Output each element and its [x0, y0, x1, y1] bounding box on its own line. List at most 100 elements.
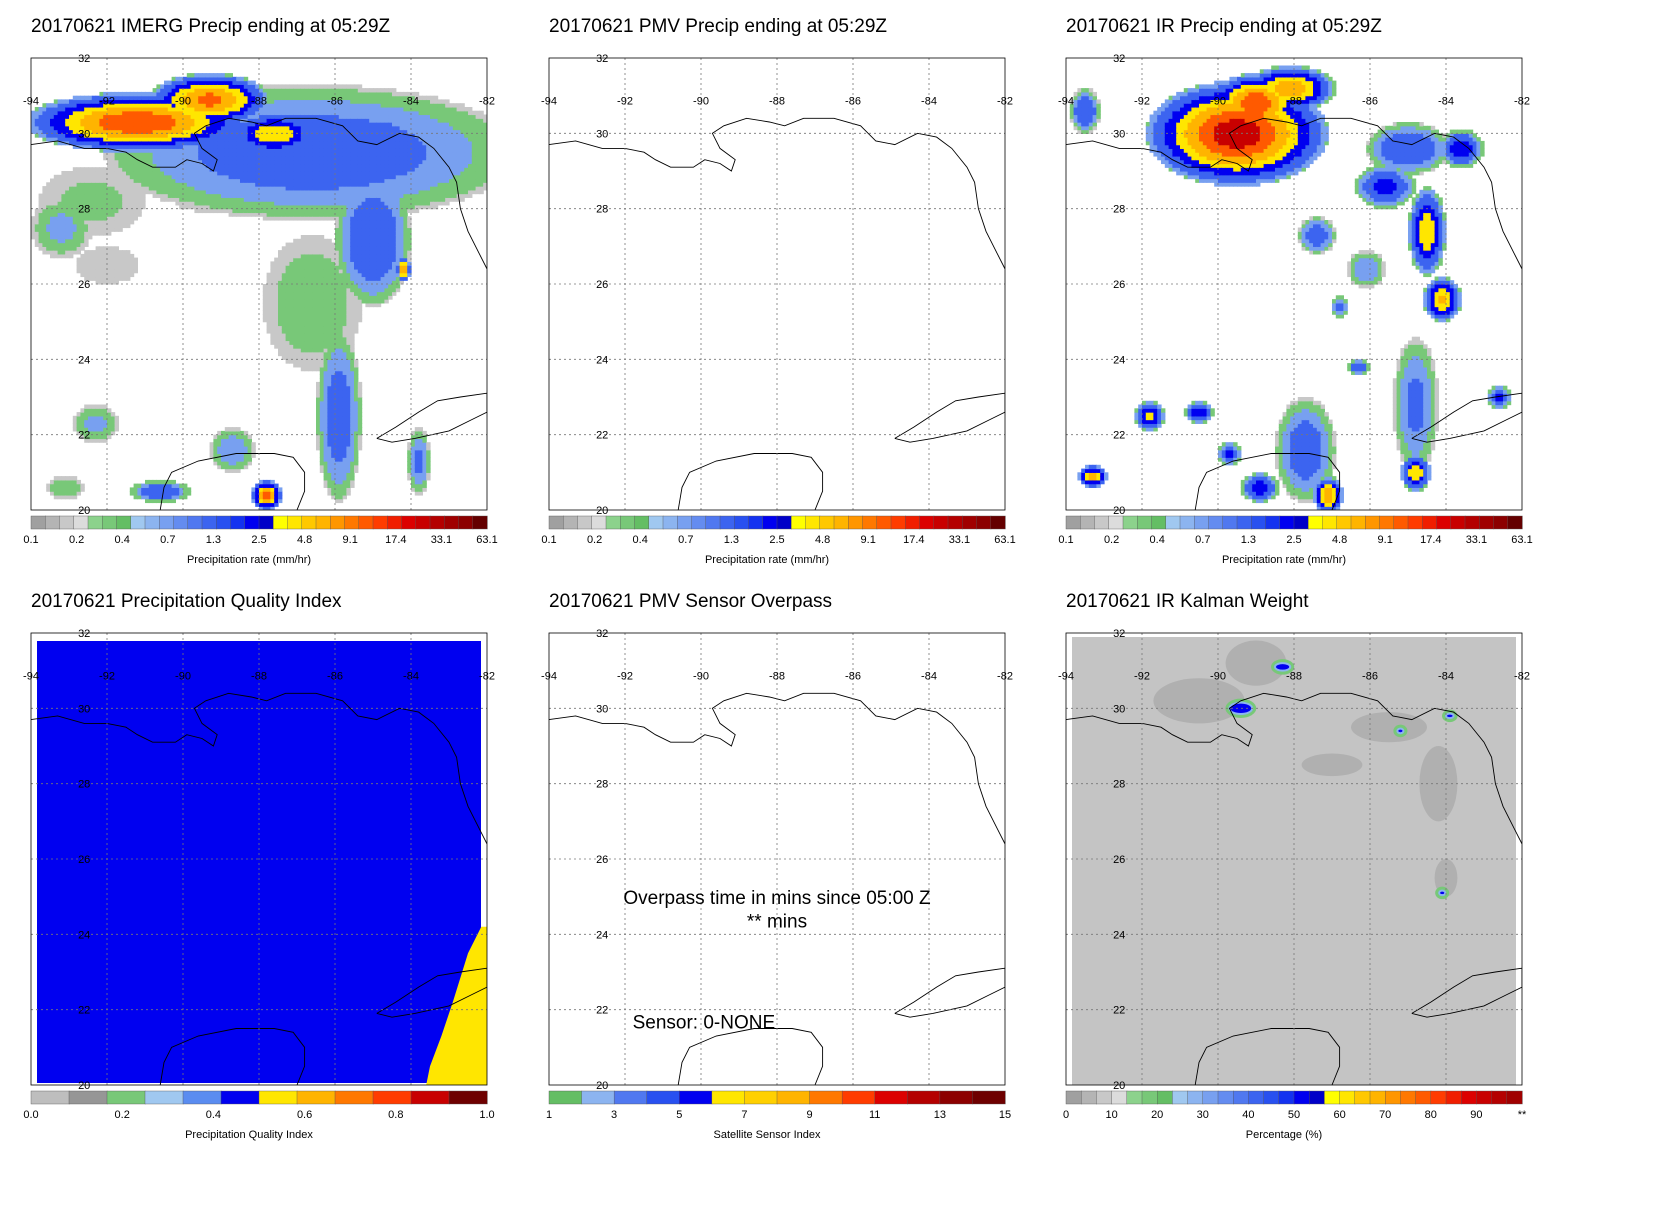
- colorbar-swatch: [833, 515, 849, 530]
- colorbar-swatch: [372, 1090, 412, 1105]
- colorbar-swatch: [1194, 515, 1210, 530]
- gridlines: [31, 58, 487, 510]
- colorbar-tick-label: 63.1: [476, 534, 497, 546]
- colorbar: 0.1 0.2 0.4 0.7 1.3 2.5 4.8 9.1 17.4 33.1 63.1 Prec…: [541, 515, 1016, 566]
- colorbar-tick-label: **: [1518, 1109, 1527, 1121]
- lat-tick-label: 32: [1113, 628, 1125, 640]
- colorbar-swatch: [776, 1090, 811, 1105]
- colorbar-swatch: [613, 1090, 648, 1105]
- colorbar-swatch: [848, 515, 864, 530]
- colorbar-swatch: [1122, 515, 1138, 530]
- colorbar-tick-label: 1: [546, 1109, 552, 1121]
- lat-tick-label: 26: [78, 854, 90, 866]
- lat-tick-label: 24: [78, 929, 90, 941]
- colorbar-swatch: [862, 515, 878, 530]
- colorbar-swatch: [159, 515, 175, 530]
- colorbar-tick-label: 0.7: [678, 534, 693, 546]
- colorbar-tick-label: 0.2: [69, 534, 84, 546]
- colorbar-tick-label: 0.4: [115, 534, 130, 546]
- lat-tick-label: 30: [1113, 128, 1125, 140]
- colorbar-swatch: [1385, 1090, 1402, 1105]
- lon-tick-label: -88: [251, 95, 267, 107]
- lon-tick-label: -86: [845, 670, 861, 682]
- colorbar-swatch: [68, 1090, 108, 1105]
- colorbar-swatch: [1308, 515, 1324, 530]
- lat-tick-label: 20: [1113, 505, 1125, 517]
- colorbar-tick-label: 11: [869, 1109, 880, 1121]
- lon-tick-label: -90: [693, 95, 709, 107]
- lon-tick-label: -90: [1210, 670, 1226, 682]
- lon-tick-label: -90: [175, 670, 191, 682]
- map-frame: [30, 57, 488, 511]
- colorbar-tick-label: 10: [1105, 1109, 1117, 1121]
- colorbar-swatch: [315, 515, 331, 530]
- colorbar: 0 10 20 30 40 50 60 70 80 90 ** Percentage (%): [1063, 1090, 1527, 1141]
- lon-tick-label: -82: [1514, 95, 1530, 107]
- map: -94 -92 -90 -88 -86 -84 -82 32 30 28 26 24 22 20: [23, 628, 495, 1092]
- lat-tick-label: 32: [78, 53, 90, 65]
- colorbar-swatch: [87, 515, 103, 530]
- map: -94 -92 -90 -88 -86 -84 -82 32 30 28 26 24 22 20: [1058, 628, 1530, 1092]
- colorbar-tick-label: 0.1: [541, 534, 556, 546]
- lon-tick-label: -90: [175, 95, 191, 107]
- lat-tick-label: 24: [1113, 354, 1125, 366]
- colorbar-swatch: [1151, 515, 1167, 530]
- lat-tick-label: 22: [1113, 1005, 1125, 1017]
- lon-tick-label: -88: [1286, 670, 1302, 682]
- colorbar-swatch: [874, 1090, 908, 1105]
- colorbar-tick-label: 80: [1425, 1109, 1437, 1121]
- lat-tick-label: 28: [78, 779, 90, 791]
- colorbar-tick-label: 70: [1379, 1109, 1391, 1121]
- map-frame: [1065, 632, 1523, 1086]
- colorbar-tick-label: 0.0: [23, 1109, 38, 1121]
- colorbar-swatch: [344, 515, 360, 530]
- lon-tick-label: -94: [541, 95, 557, 107]
- colorbar-swatch: [1422, 515, 1438, 530]
- data-field: [1072, 637, 1516, 1085]
- lon-tick-label: -88: [1286, 95, 1302, 107]
- colorbar-swatch: [296, 1090, 336, 1105]
- gridlines: [549, 633, 1005, 1085]
- colorbar-swatch: [1379, 515, 1395, 530]
- lon-tick-label: -86: [845, 95, 861, 107]
- colorbar: 0.0 0.2 0.4 0.6 0.8 1.0 Precipitation Quality …: [23, 1090, 495, 1141]
- colorbar-swatch: [890, 515, 906, 530]
- colorbar-swatch: [1236, 515, 1252, 530]
- gridlines: [31, 633, 487, 1085]
- colorbar-swatch: [634, 515, 650, 530]
- colorbar-swatch: [1436, 515, 1452, 530]
- colorbar-tick-label: 60: [1333, 1109, 1345, 1121]
- colorbar-swatch: [1263, 1090, 1280, 1105]
- colorbar-swatch: [976, 515, 992, 530]
- colorbar-swatch: [1217, 1090, 1234, 1105]
- lon-tick-label: -94: [23, 95, 39, 107]
- colorbar-swatch: [330, 515, 346, 530]
- colorbar-swatch: [905, 515, 921, 530]
- colorbar-swatch: [939, 1090, 974, 1105]
- colorbar-tick-label: 33.1: [1466, 534, 1487, 546]
- lon-tick-label: -84: [403, 670, 419, 682]
- lat-tick-label: 20: [78, 505, 90, 517]
- colorbar-swatch: [933, 515, 949, 530]
- lat-tick-label: 24: [596, 354, 608, 366]
- colorbar-swatch: [1354, 1090, 1371, 1105]
- colorbar-swatch: [273, 515, 289, 530]
- lon-tick-label: -82: [1514, 670, 1530, 682]
- overpass-note: Overpass time in mins since 05:00 Z: [623, 888, 931, 909]
- map: -94 -92 -90 -88 -86 -84 -82 32 30 28 26 24 22 20: [1058, 53, 1530, 517]
- colorbar-tick-label: 17.4: [903, 534, 924, 546]
- colorbar-swatch: [1232, 1090, 1249, 1105]
- colorbar: 0.1 0.2 0.4 0.7 1.3 2.5 4.8 9.1 17.4 33.1 63.1 Prec…: [1058, 515, 1533, 566]
- colorbar-swatch: [73, 515, 89, 530]
- colorbar-swatch: [1080, 515, 1096, 530]
- lon-tick-label: -94: [541, 670, 557, 682]
- colorbar-swatch: [705, 515, 721, 530]
- map: -94 -92 -90 -88 -86 -84 -82 32 30 28 26 24 22 20 Overp…: [541, 628, 1013, 1092]
- colorbar-swatch: [201, 515, 217, 530]
- colorbar-swatch: [1096, 1090, 1113, 1105]
- colorbar-swatch: [972, 1090, 1006, 1105]
- lon-tick-label: -88: [769, 670, 785, 682]
- colorbar-swatch: [1464, 515, 1480, 530]
- lat-tick-label: 30: [78, 128, 90, 140]
- colorbar-tick-label: 15: [999, 1109, 1011, 1121]
